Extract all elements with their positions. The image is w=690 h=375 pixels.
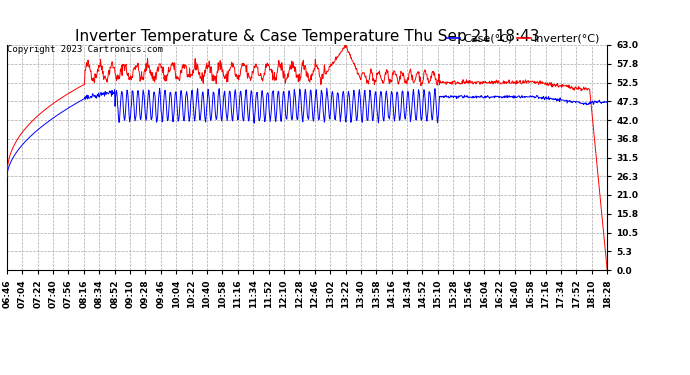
Text: Copyright 2023 Cartronics.com: Copyright 2023 Cartronics.com — [7, 45, 163, 54]
Title: Inverter Temperature & Case Temperature Thu Sep 21 18:43: Inverter Temperature & Case Temperature … — [75, 29, 540, 44]
Legend: Case(°C), Inverter(°C): Case(°C), Inverter(°C) — [446, 33, 602, 45]
